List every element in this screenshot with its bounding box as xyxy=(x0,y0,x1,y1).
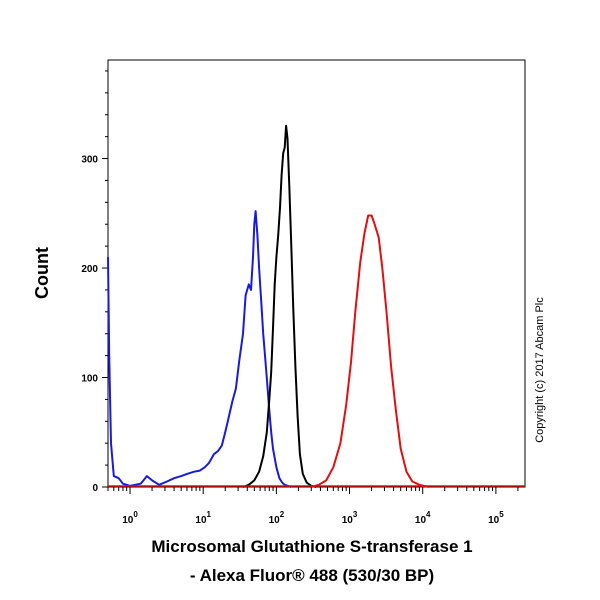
x-tick-label: 101 xyxy=(195,510,211,526)
x-tick-label: 100 xyxy=(122,510,138,526)
y-tick-label: 100 xyxy=(81,374,98,385)
x-tick-exponent: 1 xyxy=(207,510,212,519)
x-tick-base: 10 xyxy=(488,515,500,526)
x-tick-base: 10 xyxy=(415,515,427,526)
x-tick-label: 102 xyxy=(269,510,285,526)
x-tick-label: 103 xyxy=(342,510,358,526)
y-axis-title: Count xyxy=(32,247,52,299)
x-tick-exponent: 2 xyxy=(280,510,285,519)
x-tick-label: 105 xyxy=(488,510,504,526)
x-tick-exponent: 3 xyxy=(353,510,358,519)
y-tick-label: 300 xyxy=(81,155,98,166)
series-layer xyxy=(107,124,525,488)
x-tick-base: 10 xyxy=(122,515,134,526)
x-tick-base: 10 xyxy=(269,515,281,526)
x-tick-label: 104 xyxy=(415,510,431,526)
x-tick-base: 10 xyxy=(195,515,207,526)
histogram-series-3 xyxy=(311,214,429,488)
x-axis-title-line1: Microsomal Glutathione S-transferase 1 xyxy=(151,537,472,556)
x-tick-base: 10 xyxy=(342,515,354,526)
x-tick-exponent: 4 xyxy=(426,510,431,519)
plot-frame xyxy=(107,59,526,488)
x-tick-exponent: 0 xyxy=(133,510,138,519)
x-axis-title-line2: - Alexa Fluor® 488 (530/30 BP) xyxy=(190,566,434,585)
y-tick-label: 200 xyxy=(81,264,98,275)
y-tick-label: 0 xyxy=(92,483,98,494)
y-axis-ticks: 0 100 200 300 xyxy=(81,70,108,494)
x-tick-exponent: 5 xyxy=(499,510,504,519)
histogram-series-2 xyxy=(242,124,317,488)
copyright-text: Copyright (c) 2017 Abcam Plc xyxy=(534,297,546,443)
